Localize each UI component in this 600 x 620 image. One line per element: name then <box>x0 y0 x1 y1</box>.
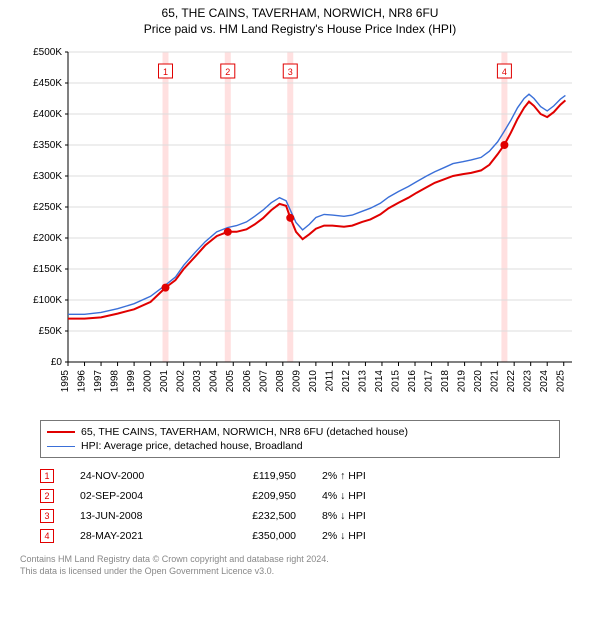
title-sub: Price paid vs. HM Land Registry's House … <box>0 20 600 36</box>
x-tick-label: 2001 <box>159 370 170 393</box>
footer-line2: This data is licensed under the Open Gov… <box>20 566 580 578</box>
price-chart-svg: £0 £50K £100K £150K £200K £250K £300K £350K £400… <box>20 44 580 414</box>
transaction-price: £232,500 <box>216 510 296 522</box>
x-tick-label: 2016 <box>407 370 418 393</box>
y-tick-label: £450K <box>33 78 62 89</box>
transaction-date: 02-SEP-2004 <box>80 490 190 502</box>
x-tick-label: 2023 <box>523 370 534 393</box>
transaction-date: 13-JUN-2008 <box>80 510 190 522</box>
x-tick-label: 2011 <box>324 370 335 392</box>
transaction-pct: 4% ↓ HPI <box>322 490 412 502</box>
sale-dot <box>161 284 169 292</box>
legend-row: 65, THE CAINS, TAVERHAM, NORWICH, NR8 6F… <box>47 425 553 439</box>
legend-swatch <box>47 446 75 447</box>
transaction-pct: 2% ↓ HPI <box>322 530 412 542</box>
y-tick-label: £250K <box>33 202 62 213</box>
transaction-marker: 3 <box>40 509 54 523</box>
footer-line1: Contains HM Land Registry data © Crown c… <box>20 554 580 566</box>
x-tick-label: 2000 <box>143 370 154 393</box>
transaction-marker: 4 <box>40 529 54 543</box>
x-tick-label: 2006 <box>242 370 253 393</box>
legend-label: 65, THE CAINS, TAVERHAM, NORWICH, NR8 6F… <box>81 426 408 438</box>
sale-marker-number: 1 <box>163 67 168 77</box>
x-tick-label: 2012 <box>341 370 352 393</box>
transaction-row: 4 28-MAY-2021 £350,000 2% ↓ HPI <box>40 526 560 546</box>
footer-attribution: Contains HM Land Registry data © Crown c… <box>20 554 580 577</box>
y-tick-label: £200K <box>33 233 62 244</box>
transaction-pct: 8% ↓ HPI <box>322 510 412 522</box>
y-tick-label: £400K <box>33 109 62 120</box>
transaction-row: 1 24-NOV-2000 £119,950 2% ↑ HPI <box>40 466 560 486</box>
x-tick-label: 2019 <box>457 370 468 393</box>
sale-dot <box>224 228 232 236</box>
x-tick-label: 2014 <box>374 370 385 393</box>
chart-titles: 65, THE CAINS, TAVERHAM, NORWICH, NR8 6F… <box>0 0 600 36</box>
y-tick-label: £100K <box>33 295 62 306</box>
sale-dot <box>500 141 508 149</box>
transaction-row: 3 13-JUN-2008 £232,500 8% ↓ HPI <box>40 506 560 526</box>
transaction-marker: 1 <box>40 469 54 483</box>
transaction-row: 2 02-SEP-2004 £209,950 4% ↓ HPI <box>40 486 560 506</box>
transactions-table: 1 24-NOV-2000 £119,950 2% ↑ HPI 2 02-SEP-2004… <box>40 466 560 546</box>
transaction-marker: 2 <box>40 489 54 503</box>
transaction-date: 28-MAY-2021 <box>80 530 190 542</box>
x-tick-label: 1999 <box>126 370 137 393</box>
title-main: 65, THE CAINS, TAVERHAM, NORWICH, NR8 6F… <box>0 6 600 20</box>
x-tick-label: 2025 <box>556 370 567 393</box>
x-tick-label: 2010 <box>308 370 319 393</box>
x-tick-label: 2021 <box>490 370 501 393</box>
transaction-price: £119,950 <box>216 470 296 482</box>
x-tick-label: 2024 <box>539 370 550 393</box>
legend-box: 65, THE CAINS, TAVERHAM, NORWICH, NR8 6F… <box>40 420 560 458</box>
sale-marker-number: 2 <box>225 67 230 77</box>
x-tick-label: 2008 <box>275 370 286 393</box>
x-tick-label: 2007 <box>258 370 269 393</box>
legend-swatch <box>47 431 75 433</box>
x-tick-label: 2015 <box>390 370 401 393</box>
transaction-date: 24-NOV-2000 <box>80 470 190 482</box>
x-tick-label: 2002 <box>176 370 187 393</box>
sale-marker-number: 3 <box>288 67 293 77</box>
y-tick-label: £0 <box>51 357 63 368</box>
legend-row: HPI: Average price, detached house, Broa… <box>47 439 553 453</box>
x-tick-label: 1997 <box>93 370 104 393</box>
x-tick-label: 2020 <box>473 370 484 393</box>
y-tick-label: £300K <box>33 171 62 182</box>
x-tick-label: 2018 <box>440 370 451 393</box>
legend-label: HPI: Average price, detached house, Broa… <box>81 440 303 452</box>
x-tick-label: 1998 <box>110 370 121 393</box>
x-tick-label: 2009 <box>291 370 302 393</box>
x-tick-label: 2005 <box>225 370 236 393</box>
x-tick-label: 1996 <box>77 370 88 393</box>
chart-area: £0 £50K £100K £150K £200K £250K £300K £350K £400… <box>20 44 580 414</box>
x-tick-label: 2003 <box>192 370 203 393</box>
x-tick-label: 2004 <box>209 370 220 393</box>
x-tick-label: 1995 <box>60 370 71 393</box>
y-tick-label: £150K <box>33 264 62 275</box>
transaction-pct: 2% ↑ HPI <box>322 470 412 482</box>
y-tick-label: £350K <box>33 140 62 151</box>
y-tick-label: £50K <box>39 326 63 337</box>
x-tick-label: 2017 <box>424 370 435 393</box>
x-tick-label: 2013 <box>357 370 368 393</box>
y-tick-label: £500K <box>33 47 62 58</box>
x-tick-label: 2022 <box>506 370 517 393</box>
sale-marker-number: 4 <box>502 67 507 77</box>
sale-dot <box>286 214 294 222</box>
transaction-price: £209,950 <box>216 490 296 502</box>
transaction-price: £350,000 <box>216 530 296 542</box>
